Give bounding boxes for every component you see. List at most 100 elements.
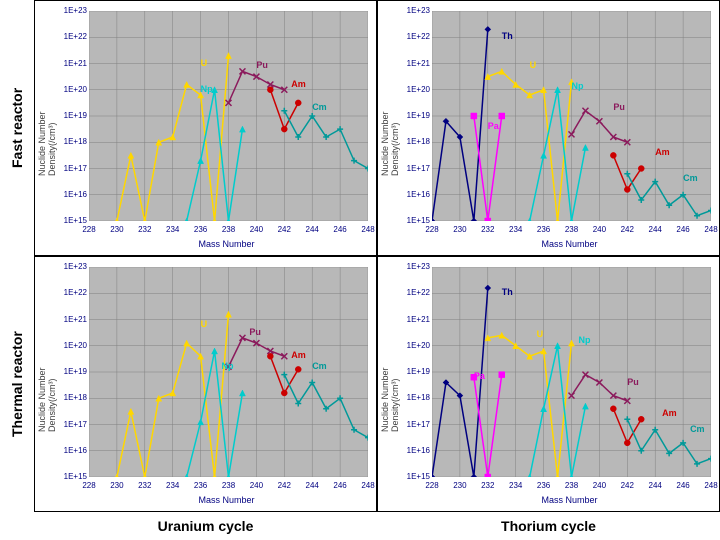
x-tick: 236 — [191, 225, 211, 234]
x-tick: 242 — [617, 225, 637, 234]
y-tick: 1E+18 — [396, 393, 430, 402]
series-marker-u — [128, 408, 134, 414]
x-tick: 236 — [534, 481, 554, 490]
series-label-am: Am — [655, 147, 670, 157]
series-marker-u — [212, 218, 218, 221]
y-tick: 1E+23 — [396, 6, 430, 15]
col-label-uranium: Uranium cycle — [34, 512, 377, 540]
x-tick: 248 — [358, 225, 378, 234]
series-marker-np — [184, 474, 190, 477]
series-marker-th — [432, 218, 435, 221]
x-tick: 230 — [107, 481, 127, 490]
y-tick: 1E+21 — [396, 315, 430, 324]
y-tick: 1E+22 — [396, 288, 430, 297]
x-tick: 240 — [589, 225, 609, 234]
x-tick: 230 — [107, 225, 127, 234]
y-tick: 1E+17 — [53, 420, 87, 429]
y-tick: 1E+20 — [396, 85, 430, 94]
series-marker-u — [226, 311, 232, 317]
series-label-u: U — [537, 329, 544, 339]
series-marker-np — [184, 218, 190, 221]
x-tick: 232 — [135, 481, 155, 490]
x-axis-label: Mass Number — [542, 495, 598, 505]
series-label-pu: Pu — [256, 60, 268, 70]
series-marker-am — [624, 187, 630, 193]
series-line-np — [530, 346, 586, 477]
row-label-thermal: Thermal reactor — [0, 256, 34, 512]
series-marker-np — [541, 152, 547, 158]
series-marker-cm — [708, 208, 711, 214]
series-marker-u — [555, 474, 561, 477]
series-label-cm: Cm — [690, 424, 705, 434]
chart-grid: Fast reactor Nuclide Number Density(/cm³… — [0, 0, 720, 540]
x-tick: 234 — [163, 225, 183, 234]
series-marker-th — [471, 218, 477, 221]
x-tick: 234 — [163, 481, 183, 490]
series-label-pu: Pu — [627, 377, 639, 387]
col-label-thorium: Thorium cycle — [377, 512, 720, 540]
series-marker-pu — [582, 108, 588, 114]
series-marker-am — [610, 152, 616, 158]
series-marker-u — [114, 474, 120, 477]
chart-svg — [89, 267, 368, 477]
x-tick: 228 — [422, 481, 442, 490]
x-tick: 246 — [673, 225, 693, 234]
y-tick: 1E+18 — [53, 393, 87, 402]
x-tick: 248 — [701, 481, 720, 490]
series-marker-pu — [582, 372, 588, 378]
series-marker-pa — [485, 218, 491, 221]
x-tick: 236 — [534, 225, 554, 234]
panel-fast-uranium: Nuclide Number Density(/cm³)Mass Number1… — [34, 0, 377, 256]
x-tick: 230 — [450, 225, 470, 234]
series-label-np: Np — [201, 84, 213, 94]
x-tick: 246 — [330, 481, 350, 490]
x-tick: 228 — [79, 481, 99, 490]
series-marker-u — [184, 340, 190, 346]
y-tick: 1E+19 — [396, 111, 430, 120]
series-marker-th — [471, 474, 477, 477]
series-marker-am — [624, 440, 630, 446]
x-tick: 246 — [673, 481, 693, 490]
series-marker-np — [582, 403, 588, 409]
x-tick: 238 — [219, 225, 239, 234]
series-label-th: Th — [502, 287, 513, 297]
series-label-np: Np — [572, 81, 584, 91]
x-tick: 240 — [589, 481, 609, 490]
y-tick: 1E+17 — [53, 164, 87, 173]
series-marker-u — [212, 474, 218, 477]
y-tick: 1E+15 — [53, 472, 87, 481]
series-marker-np — [527, 218, 533, 221]
series-line-np — [187, 90, 243, 221]
series-label-am: Am — [291, 79, 306, 89]
series-label-th: Th — [502, 31, 513, 41]
x-tick: 242 — [617, 481, 637, 490]
x-tick: 240 — [246, 225, 266, 234]
row-label-fast: Fast reactor — [0, 0, 34, 256]
series-label-cm: Cm — [312, 102, 327, 112]
chart-svg — [432, 11, 711, 221]
series-marker-u — [569, 340, 575, 346]
x-axis-label: Mass Number — [199, 239, 255, 249]
y-tick: 1E+22 — [53, 288, 87, 297]
series-marker-u — [114, 218, 120, 221]
series-marker-th — [485, 285, 491, 291]
series-marker-am — [295, 366, 301, 372]
y-tick: 1E+19 — [53, 367, 87, 376]
y-tick: 1E+18 — [53, 137, 87, 146]
series-marker-u — [184, 82, 190, 88]
x-tick: 236 — [191, 481, 211, 490]
series-label-np: Np — [578, 335, 590, 345]
x-tick: 232 — [478, 225, 498, 234]
series-marker-cm — [351, 158, 357, 164]
series-marker-am — [267, 87, 273, 93]
series-label-am: Am — [291, 350, 306, 360]
y-tick: 1E+16 — [53, 190, 87, 199]
x-tick: 244 — [645, 225, 665, 234]
series-label-u: U — [530, 60, 537, 70]
x-tick: 232 — [478, 481, 498, 490]
x-axis-label: Mass Number — [199, 495, 255, 505]
x-tick: 232 — [135, 225, 155, 234]
series-marker-cm — [624, 416, 630, 422]
series-marker-pa — [485, 474, 491, 477]
series-marker-u — [555, 218, 561, 221]
